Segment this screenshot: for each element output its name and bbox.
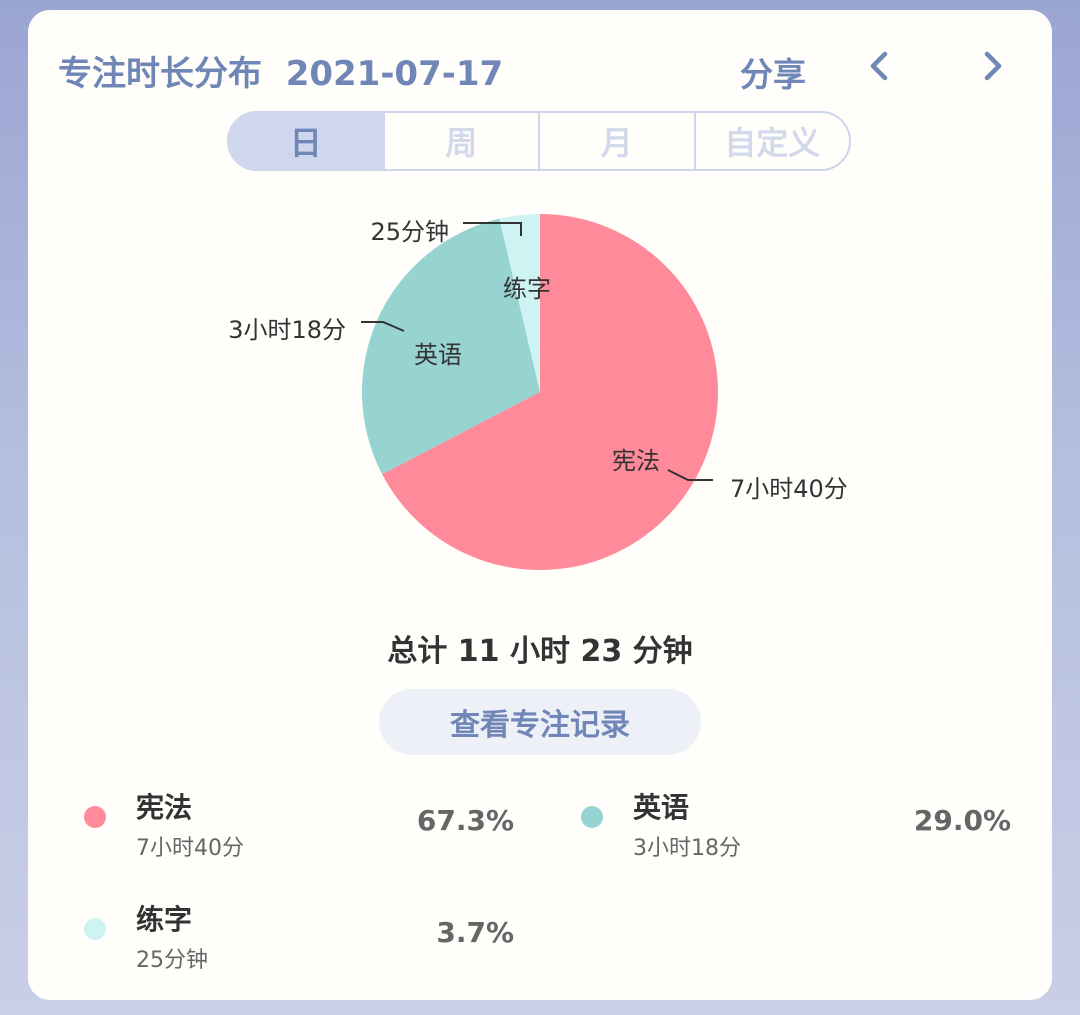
tab-week[interactable]: 周 bbox=[382, 113, 539, 169]
chevron-right-icon bbox=[984, 51, 1002, 81]
tab-month[interactable]: 月 bbox=[538, 113, 694, 169]
slice-leader-line bbox=[463, 222, 522, 236]
tab-custom[interactable]: 自定义 bbox=[693, 113, 850, 169]
legend-color-dot bbox=[581, 806, 603, 828]
legend-name: 练字 bbox=[136, 903, 193, 936]
legend-item-lianzi: 练字 25分钟 3.7% bbox=[84, 898, 514, 973]
focus-distribution-card: 专注时长分布 2021-07-17 分享 日 周 月 自定义 宪法 7小时40分英… bbox=[28, 10, 1052, 1000]
legend-color-dot bbox=[84, 918, 106, 940]
pie-slice-2 bbox=[499, 214, 540, 392]
title-date: 2021-07-17 bbox=[285, 54, 504, 94]
slice-category-label: 英语 bbox=[414, 341, 462, 369]
tab-day[interactable]: 日 bbox=[229, 113, 383, 169]
slice-leader-line bbox=[361, 321, 405, 332]
share-button[interactable]: 分享 bbox=[740, 55, 806, 94]
slice-value-label: 3小时18分 bbox=[228, 316, 346, 344]
view-records-button[interactable]: 查看专注记录 bbox=[379, 689, 701, 755]
legend-name: 英语 bbox=[633, 791, 690, 824]
legend-name: 宪法 bbox=[136, 791, 193, 824]
total-duration: 总计 11 小时 23 分钟 bbox=[387, 634, 693, 669]
legend-duration: 25分钟 bbox=[136, 948, 208, 973]
chevron-left-icon bbox=[870, 51, 888, 81]
slice-value-label: 25分钟 bbox=[370, 218, 449, 246]
legend-color-dot bbox=[84, 806, 106, 828]
legend-percent: 29.0% bbox=[913, 804, 1011, 837]
legend-percent: 67.3% bbox=[416, 804, 514, 837]
page-title: 专注时长分布 2021-07-17 bbox=[58, 46, 503, 95]
slice-value-label: 7小时40分 bbox=[730, 475, 848, 503]
period-tabs: 日 周 月 自定义 bbox=[227, 111, 851, 171]
pie-chart: 宪法 7小时40分 英语 3小时18分 练字 25分钟 bbox=[228, 214, 848, 570]
title-text: 专注时长分布 bbox=[58, 54, 262, 94]
legend-duration: 3小时18分 bbox=[633, 836, 741, 861]
pie-slice-1 bbox=[362, 218, 540, 475]
legend-item-yingyu: 英语 3小时18分 29.0% bbox=[581, 786, 1011, 861]
next-date-button[interactable] bbox=[972, 46, 1012, 86]
pie-slice-0 bbox=[382, 214, 718, 570]
legend-percent: 3.7% bbox=[436, 916, 514, 949]
slice-category-label: 练字 bbox=[503, 275, 551, 303]
legend-duration: 7小时40分 bbox=[136, 836, 244, 861]
legend-item-xianfa: 宪法 7小时40分 67.3% bbox=[84, 786, 514, 861]
prev-date-button[interactable] bbox=[860, 46, 900, 86]
slice-leader-line bbox=[667, 469, 713, 481]
slice-category-label: 宪法 bbox=[612, 447, 660, 475]
